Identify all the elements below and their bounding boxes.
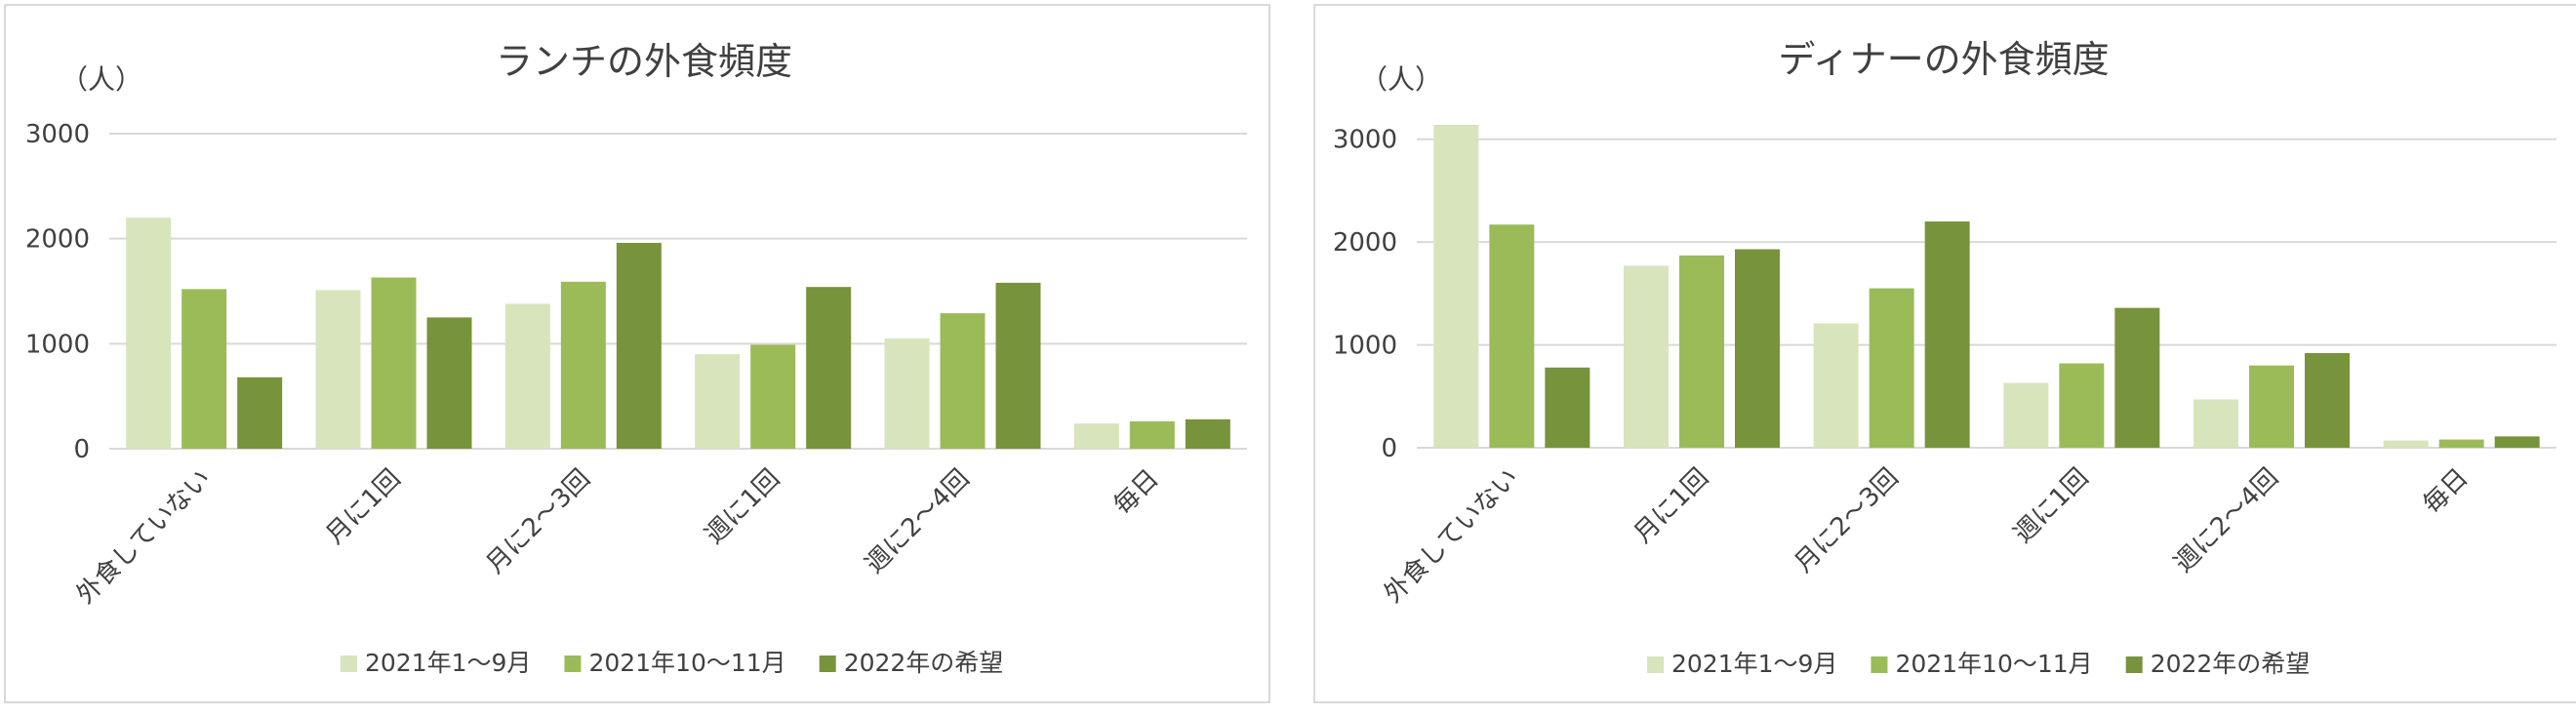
chart0-bar-5-series-1	[1129, 421, 1175, 449]
chart0-bar-5-series-2	[1185, 418, 1230, 449]
chart0-bar-3-series-1	[750, 344, 796, 449]
chart0-category-label: 週に2～4回	[860, 464, 975, 579]
lunch-chart: ランチの外食頻度 （人） 0 1000 2000 3000 外食していない 月に1回 月に2～3…	[25, 40, 1247, 677]
chart0-bar-0-series-2	[237, 377, 283, 449]
chart1-bar-4-series-0	[2194, 399, 2238, 448]
chart0-bar-1-series-1	[371, 277, 417, 449]
chart1-legend-label-1: 2021年10～11月	[1895, 650, 2092, 678]
chart0-category-label: 週に1回	[700, 464, 785, 550]
chart1-bar-2-series-0	[1813, 323, 1859, 448]
chart1-bar-3-series-0	[2003, 382, 2049, 448]
dinner-chart-panel: ディナーの外食頻度 （人） 0 1000 2000 3000 外食していない 月に1回 月に2～…	[1313, 4, 2576, 703]
chart0-bar-3-series-0	[695, 354, 741, 449]
chart1-y-tick-label: 2000	[1333, 228, 1397, 258]
chart1-category-label: 外食していない	[1379, 463, 1524, 609]
chart1-bar-3-series-1	[2059, 363, 2105, 448]
chart1-bar-2-series-2	[1924, 221, 1970, 448]
chart1-bar-2-series-1	[1869, 288, 1914, 448]
chart1-legend-label-0: 2021年1～9月	[1671, 650, 1837, 678]
chart0-y-tick-label: 3000	[25, 120, 90, 149]
chart1-bar-1-series-2	[1735, 249, 1780, 448]
chart0-bar-2-series-1	[560, 281, 606, 449]
chart1-category-label: 毎日	[2418, 463, 2475, 520]
chart0-bar-0-series-0	[126, 218, 172, 449]
chart1-category-label: 週に1回	[2008, 463, 2094, 549]
chart1-category-label: 月に2～3回	[1789, 463, 1904, 578]
chart0-legend-swatch-2	[819, 655, 836, 672]
chart1-bar-5-series-2	[2494, 436, 2540, 448]
chart1-y-tick-label: 0	[1381, 434, 1397, 463]
chart0-category-label: 外食していない	[71, 464, 217, 610]
chart0-title: ランチの外食頻度	[496, 40, 792, 83]
chart0-bar-5-series-0	[1073, 423, 1119, 449]
chart0-bar-4-series-1	[940, 313, 986, 449]
chart1-bar-0-series-1	[1489, 224, 1535, 448]
chart0-bar-1-series-2	[426, 317, 472, 449]
chart1-bar-1-series-0	[1624, 265, 1669, 448]
chart1-legend-swatch-2	[2125, 656, 2143, 673]
chart1-legend-swatch-0	[1647, 656, 1664, 673]
lunch-chart-panel: ランチの外食頻度 （人） 0 1000 2000 3000 外食していない 月に1回 月に2～3…	[4, 4, 1270, 703]
chart0-y-unit-label: （人）	[60, 63, 142, 96]
chart0-category-label: 月に2～3回	[481, 464, 596, 579]
chart1-y-tick-label: 3000	[1333, 126, 1397, 155]
chart0-y-tick-label: 2000	[25, 225, 90, 255]
chart0-y-tick-label: 1000	[25, 330, 90, 359]
chart1-bar-0-series-0	[1433, 124, 1479, 448]
dinner-chart: ディナーの外食頻度 （人） 0 1000 2000 3000 外食していない 月に1回 月に2～…	[1333, 38, 2556, 678]
chart0-legend-label-2: 2022年の希望	[844, 649, 1004, 677]
chart1-bar-1-series-1	[1679, 255, 1724, 448]
chart1-bar-0-series-2	[1545, 367, 1590, 448]
chart0-legend-swatch-1	[564, 655, 582, 672]
chart1-y-tick-label: 1000	[1333, 332, 1397, 361]
chart1-legend-label-2: 2022年の希望	[2151, 650, 2311, 678]
chart1-category-label: 月に1回	[1629, 463, 1714, 549]
chart0-legend-swatch-0	[341, 655, 357, 672]
chart0-category-label: 月に1回	[320, 464, 406, 550]
chart0-legend-label-0: 2021年1～9月	[365, 649, 531, 677]
chart1-bar-3-series-2	[2114, 307, 2160, 448]
chart1-bar-4-series-1	[2249, 365, 2294, 448]
chart0-y-tick-label: 0	[73, 435, 90, 464]
chart1-title: ディナーの外食頻度	[1778, 38, 2109, 81]
chart0-bar-2-series-0	[504, 303, 550, 449]
chart0-bar-4-series-0	[884, 338, 930, 449]
chart1-y-unit-label: （人）	[1360, 63, 1442, 96]
chart0-bar-3-series-2	[806, 287, 852, 449]
chart0-legend-label-1: 2021年10～11月	[588, 649, 785, 677]
chart1-bar-5-series-0	[2383, 440, 2429, 448]
chart0-bar-4-series-2	[995, 282, 1041, 449]
chart0-category-label: 毎日	[1108, 464, 1165, 521]
chart0-bar-0-series-1	[181, 289, 227, 449]
chart1-category-label: 週に2～4回	[2169, 463, 2284, 578]
chart0-bar-1-series-0	[315, 290, 361, 449]
chart1-bar-4-series-2	[2305, 353, 2350, 448]
chart0-bar-2-series-2	[616, 242, 662, 449]
chart1-bar-5-series-1	[2438, 439, 2484, 448]
chart1-legend-swatch-1	[1871, 656, 1888, 673]
